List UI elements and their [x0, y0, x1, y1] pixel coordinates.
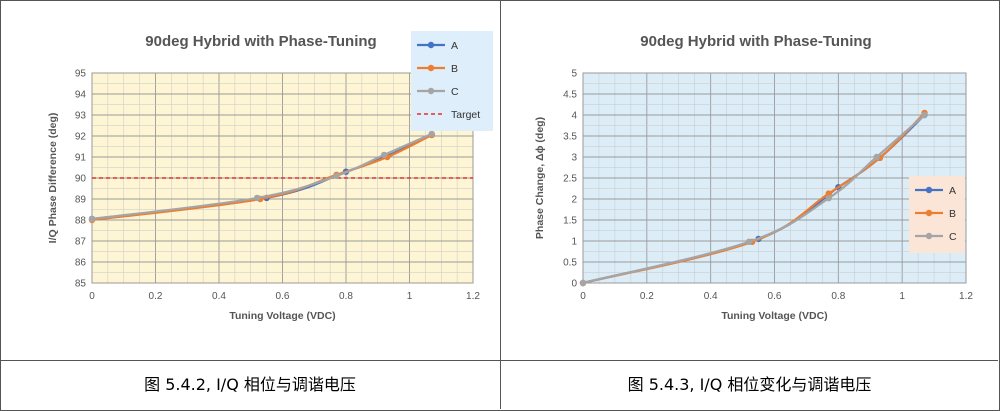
y-tick-label: 93 — [75, 111, 87, 122]
data-point-c — [825, 194, 832, 202]
legend-label-c: C — [949, 231, 957, 243]
x-tick-label: 0.4 — [704, 291, 718, 302]
y-tick-label: 88 — [75, 216, 87, 227]
y-tick-label: 2 — [571, 195, 577, 206]
y-tick-label: 95 — [75, 69, 87, 80]
legend-marker-c — [925, 232, 933, 240]
y-tick-label: 0 — [571, 279, 577, 290]
x-tick-label: 0.2 — [149, 291, 163, 302]
x-tick-label: 0.2 — [640, 291, 654, 302]
legend-marker-a — [427, 41, 435, 49]
y-tick-label: 5 — [571, 69, 577, 80]
x-tick-label: 0 — [580, 291, 586, 302]
x-tick-label: 0.4 — [212, 291, 226, 302]
y-tick-label: 94 — [75, 90, 87, 101]
grid — [582, 72, 967, 284]
data-point-c — [88, 215, 96, 223]
y-tick-label: 89 — [75, 195, 87, 206]
y-tick-label: 2.5 — [563, 174, 577, 185]
y-tick-label: 91 — [75, 153, 87, 164]
x-tick-label: 0.6 — [276, 291, 290, 302]
y-tick-label: 3.5 — [563, 132, 577, 143]
data-point-c — [921, 111, 928, 119]
legend-label-a: A — [949, 185, 956, 197]
y-tick-label: 85 — [75, 279, 87, 290]
x-tick-label: 1 — [899, 291, 905, 302]
data-point-c — [380, 151, 388, 159]
legend-marker-c — [427, 87, 435, 95]
legend: ABC Target — [411, 31, 493, 131]
x-tick-label: 0.8 — [339, 291, 353, 302]
legend-label-b: B — [451, 63, 458, 75]
y-tick-label: 1.5 — [563, 216, 577, 227]
figure-caption-right: 图 5.4.3, I/Q 相位变化与调谐电压 — [627, 375, 872, 394]
x-tick-label: 1 — [407, 291, 413, 302]
x-tick-label: 0.6 — [768, 291, 782, 302]
legend-marker-b — [925, 209, 933, 217]
column-divider — [500, 0, 501, 409]
y-tick-label: 87 — [75, 237, 87, 248]
data-point-c — [745, 238, 753, 246]
x-tick-label: 1.2 — [959, 291, 973, 302]
y-tick-label: 0.5 — [563, 258, 577, 269]
data-point-c — [873, 153, 880, 161]
y-axis-label: I/Q Phase Difference (deg) — [47, 113, 59, 244]
phase-change-chart: 0 0.2 0.4 0.6 0.8 1 1.2 0 0.5 1 1.5 2 2.5 3 3.5 4 4.5 5 90… — [534, 33, 973, 322]
data-point-c — [333, 172, 340, 180]
x-axis-label: Tuning Voltage (VDC) — [721, 310, 827, 322]
legend-label-b: B — [949, 208, 956, 220]
legend-label-c: C — [451, 86, 459, 98]
figure-caption-left: 图 5.4.2, I/Q 相位与调谐电压 — [144, 375, 356, 394]
series-line-c — [91, 132, 433, 221]
y-tick-label: 90 — [75, 174, 87, 185]
x-tick-label: 0.8 — [831, 291, 845, 302]
y-tick-label: 1 — [571, 237, 577, 248]
legend-label-a: A — [451, 40, 458, 52]
legend-marker-a — [925, 186, 933, 194]
chart-title: 90deg Hybrid with Phase-Tuning — [640, 33, 871, 50]
data-point-c — [253, 194, 261, 202]
y-axis-label: Phase Change, Δϕ (deg) — [534, 117, 546, 239]
y-tick-label: 86 — [75, 258, 87, 269]
iq-phase-difference-chart: 0 0.2 0.4 0.6 0.8 1 1.2 85 86 87 88 89 90 91 92 93 94 95 9… — [47, 31, 493, 322]
legend-label-target: Target — [451, 109, 480, 121]
x-tick-label: 0 — [89, 291, 95, 302]
y-tick-label: 4.5 — [563, 90, 577, 101]
y-tick-label: 4 — [571, 111, 577, 122]
x-tick-label: 1.2 — [466, 291, 480, 302]
x-axis-label: Tuning Voltage (VDC) — [229, 310, 335, 322]
data-point-b — [825, 190, 832, 197]
legend: ABC — [909, 176, 965, 253]
data-point-c — [579, 279, 587, 287]
chart-title: 90deg Hybrid with Phase-Tuning — [145, 33, 376, 50]
data-point-c — [428, 130, 435, 138]
legend-box — [909, 176, 965, 253]
caption-divider — [0, 360, 998, 361]
y-tick-label: 92 — [75, 132, 87, 143]
y-tick-label: 3 — [571, 153, 577, 164]
legend-marker-b — [427, 64, 435, 72]
series-line-c — [582, 114, 926, 285]
plot-border — [582, 72, 967, 284]
